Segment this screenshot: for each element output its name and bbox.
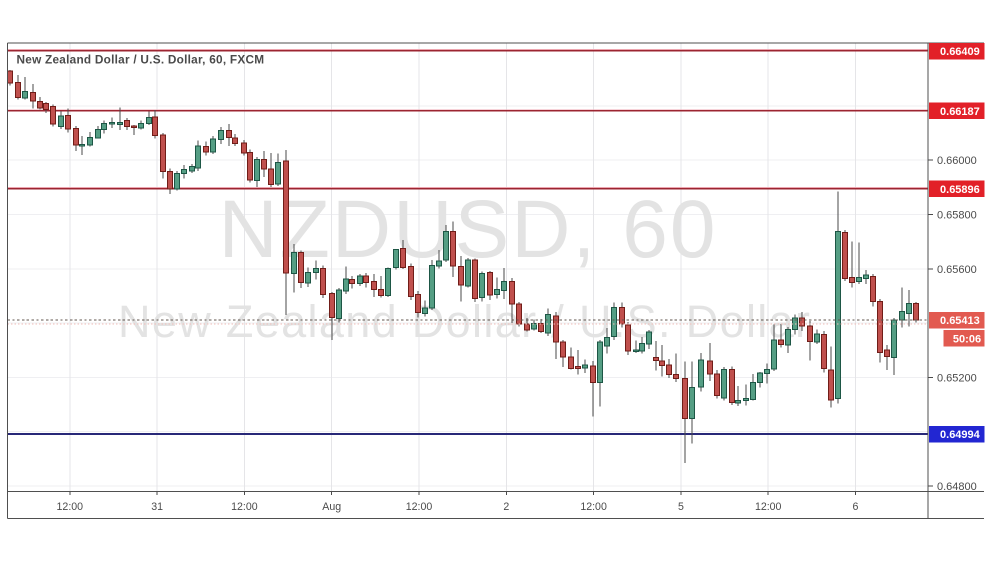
svg-text:0.66187: 0.66187 [940,106,980,118]
svg-text:12:00: 12:00 [57,501,84,513]
svg-text:0.65896: 0.65896 [940,184,980,196]
svg-text:5: 5 [678,501,684,513]
svg-text:0.65200: 0.65200 [937,372,977,384]
svg-text:0.66409: 0.66409 [940,46,980,58]
svg-text:12:00: 12:00 [231,501,258,513]
svg-text:0.66000: 0.66000 [937,155,977,167]
svg-text:0.64994: 0.64994 [940,429,981,441]
svg-text:12:00: 12:00 [755,501,782,513]
svg-text:0.64800: 0.64800 [937,481,977,493]
svg-text:31: 31 [151,501,163,513]
svg-text:0.65800: 0.65800 [937,210,977,222]
svg-text:New Zealand Dollar / U.S. Doll: New Zealand Dollar / U.S. Dollar, 60, FX… [17,53,265,67]
svg-text:6: 6 [853,501,859,513]
svg-text:New Zealand Dollar / U.S. Doll: New Zealand Dollar / U.S. Dollar [118,296,810,347]
svg-text:2: 2 [503,501,509,513]
svg-text:0.65413: 0.65413 [940,315,980,327]
svg-text:50:06: 50:06 [953,333,981,345]
svg-text:12:00: 12:00 [406,501,433,513]
svg-text:12:00: 12:00 [580,501,607,513]
svg-text:0.65600: 0.65600 [937,264,977,276]
svg-text:Aug: Aug [322,501,341,513]
